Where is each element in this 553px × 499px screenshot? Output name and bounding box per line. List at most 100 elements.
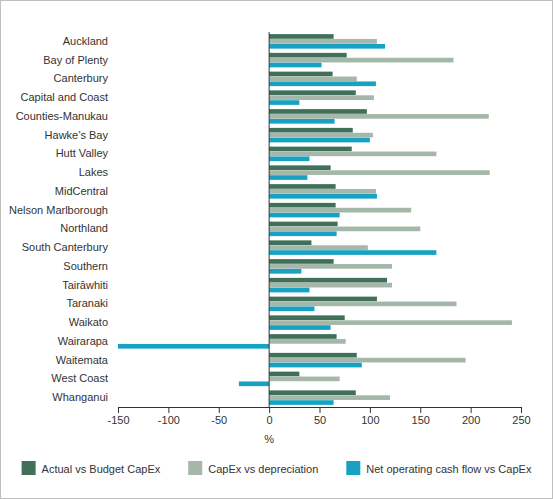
tick: West Coast [51,372,108,384]
tick-label: -50 [211,414,227,426]
category-label: Nelson Marlborough [9,204,108,216]
bar [269,231,337,236]
bar [269,390,356,395]
category-label: Waikato [69,316,108,328]
category-label: Canterbury [54,72,109,84]
category-label: Capital and Coast [21,91,108,103]
x-axis: -150-100-50050100150200250 [107,407,530,426]
bar [269,138,370,143]
tick: MidCentral [55,185,108,197]
legend-item: Net operating cash flow vs CapEx [346,461,532,475]
tick: Counties-Manukau [16,110,108,122]
tick: Waikato [69,316,108,328]
tick: -150 [107,407,129,426]
tick: Capital and Coast [21,91,108,103]
tick: 150 [412,407,430,426]
tick-label: 250 [512,414,530,426]
tick-label: 0 [267,414,273,426]
bar [269,306,314,311]
bar [118,344,269,349]
category-label: Taranaki [66,297,108,309]
bar [269,283,392,288]
bar [269,227,420,232]
tick: Whanganui [52,391,108,403]
bar [269,213,340,218]
tick: 250 [512,407,530,426]
frame [1,1,553,499]
bar [269,165,330,170]
legend-swatch [188,461,202,475]
tick-mark [471,407,472,413]
tick-mark [219,407,220,413]
bar [269,288,309,293]
bar [269,297,377,302]
category-label: Northland [60,222,108,234]
tick-mark [420,407,421,413]
bar [269,81,376,86]
tick-mark [320,407,321,413]
category-label: Lakes [79,166,109,178]
bar [269,53,347,58]
legend-swatch [22,461,36,475]
tick: Taranaki [66,297,108,309]
y-axis: Auckland Bay of Plenty Canterbury Capital a… [9,35,109,403]
tick: Lakes [79,166,109,178]
bar [269,377,340,382]
bar [269,353,357,358]
bar [269,170,490,175]
tick: Waitemata [56,354,109,366]
bar [269,100,299,105]
tick: 0 [267,407,273,426]
bar [269,264,392,269]
category-label: MidCentral [55,185,108,197]
bar [269,203,335,208]
bar [269,189,376,194]
bar [269,269,301,274]
bar [269,63,321,68]
bar [269,315,345,320]
tick-mark [269,407,270,413]
bar [269,259,333,264]
bar [269,109,367,114]
category-label: Counties-Manukau [16,110,108,122]
bar [269,152,436,157]
category-label: South Canterbury [22,241,109,253]
bar [269,320,512,325]
bar [269,95,374,100]
tick: -100 [158,407,180,426]
category-label: Whanganui [52,391,108,403]
legend-item: Actual vs Budget CapEx [22,461,161,475]
tick: Auckland [63,35,108,47]
bar [269,400,333,405]
bar [269,128,353,133]
legend-item: CapEx vs depreciation [188,461,318,475]
tick-label: -150 [107,414,129,426]
bar [269,278,387,283]
tick: 200 [462,407,480,426]
bar [269,147,352,152]
tick: Bay of Plenty [43,54,108,66]
legend: Actual vs Budget CapEx CapEx vs depreciat… [22,461,532,475]
series [269,34,387,395]
tick: Hawke’s Bay [45,129,109,141]
tick: Hutt Valley [56,147,109,159]
legend-swatch [346,461,360,475]
category-label: West Coast [51,372,108,384]
bar [269,302,456,307]
category-label: Bay of Plenty [43,54,108,66]
tick-mark [118,407,119,413]
bar [269,77,357,82]
bar [269,194,377,199]
tick: South Canterbury [22,241,109,253]
legend-label: Actual vs Budget CapEx [42,463,161,475]
category-label: Auckland [63,35,108,47]
series [269,39,512,400]
bar [269,90,356,95]
bar [269,175,307,180]
bar [269,114,489,119]
bar [269,339,346,344]
tick: Southern [63,260,108,272]
tick: Tairāwhiti [62,279,108,291]
category-label: Tairāwhiti [62,279,108,291]
category-label: Southern [63,260,108,272]
